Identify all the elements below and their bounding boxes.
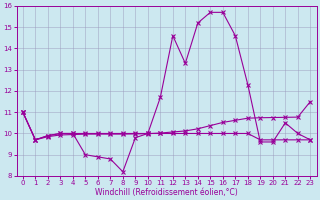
X-axis label: Windchill (Refroidissement éolien,°C): Windchill (Refroidissement éolien,°C) — [95, 188, 238, 197]
